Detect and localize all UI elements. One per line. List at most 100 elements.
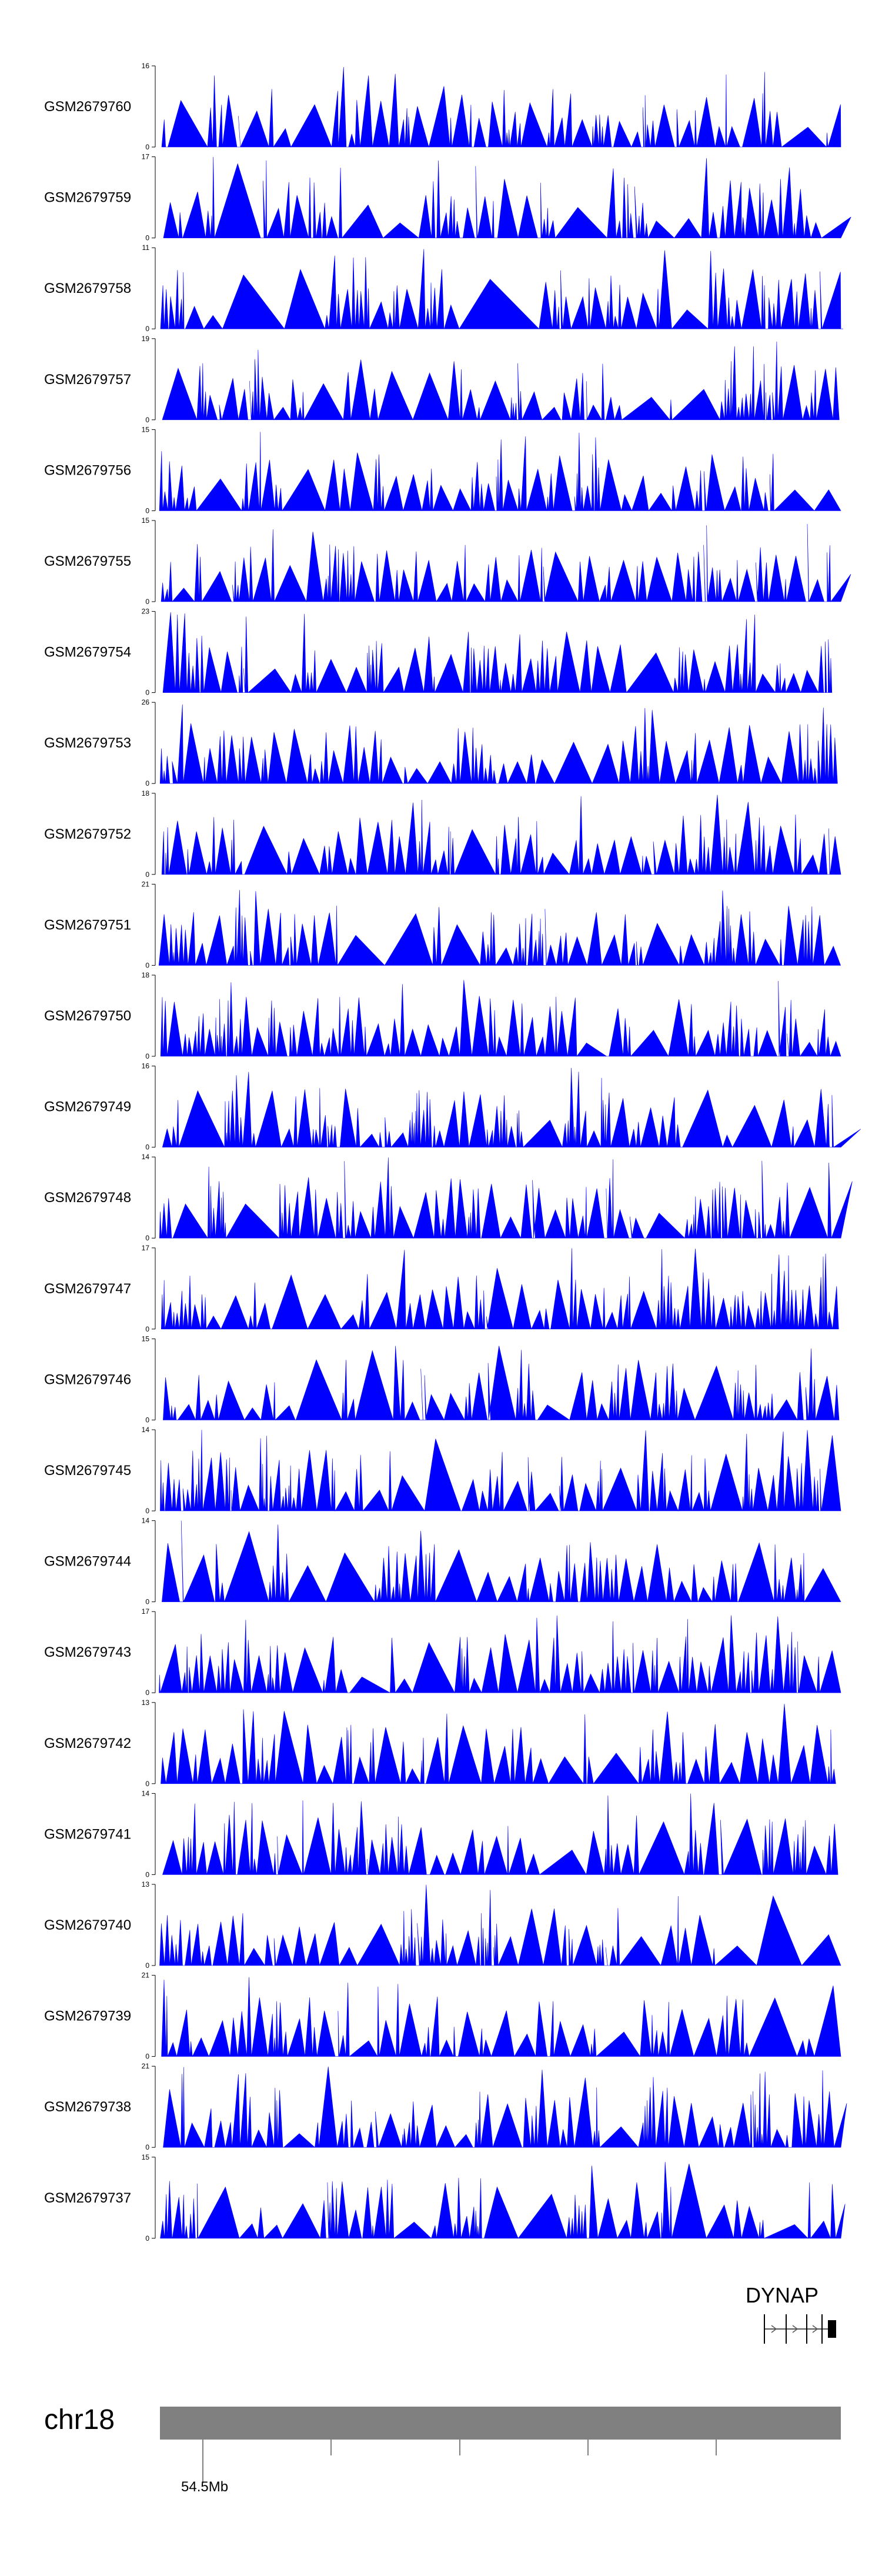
coverage-area xyxy=(159,1615,841,1694)
coverage-area xyxy=(159,1884,841,1967)
y-min-label: 0 xyxy=(145,143,149,151)
track-label: GSM2679755 xyxy=(44,553,131,569)
track-label: GSM2679749 xyxy=(44,1099,131,1115)
y-max-label: 17 xyxy=(142,1244,150,1252)
track: GSM2679759 17 0 xyxy=(44,153,851,242)
y-max-label: 18 xyxy=(142,971,150,979)
coverage-area xyxy=(159,704,838,785)
track: GSM2679744 14 0 xyxy=(44,1517,841,1606)
gene-label: DYNAP xyxy=(746,2283,818,2307)
y-max-label: 19 xyxy=(142,335,150,343)
y-min-label: 0 xyxy=(145,779,149,788)
ideogram: chr18 54.5Mb xyxy=(44,2404,841,2495)
coverage-area xyxy=(162,341,840,421)
y-max-label: 21 xyxy=(142,2062,150,2070)
coverage-area xyxy=(161,523,851,603)
coverage-area xyxy=(159,1157,853,1239)
y-min-label: 0 xyxy=(145,1143,149,1152)
y-min-label: 0 xyxy=(145,234,149,242)
y-min-label: 0 xyxy=(145,1325,149,1333)
y-max-label: 16 xyxy=(142,1062,150,1070)
y-max-label: 14 xyxy=(142,1426,150,1434)
track: GSM2679741 14 0 xyxy=(44,1789,838,1878)
track-label: GSM2679760 xyxy=(44,99,131,115)
chromosome-label: chr18 xyxy=(44,2404,115,2435)
track: GSM2679748 14 0 xyxy=(44,1153,853,1242)
track: GSM2679754 23 0 xyxy=(44,608,833,697)
y-max-label: 26 xyxy=(142,698,150,706)
y-max-label: 21 xyxy=(142,880,150,888)
track-label: GSM2679741 xyxy=(44,1826,131,1842)
y-min-label: 0 xyxy=(145,1689,149,1697)
y-max-label: 14 xyxy=(142,1789,150,1797)
track-label: GSM2679756 xyxy=(44,462,131,478)
strand-arrows xyxy=(771,2325,818,2333)
track-label: GSM2679739 xyxy=(44,2008,131,2024)
track: GSM2679749 16 0 xyxy=(44,1062,861,1152)
track: GSM2679753 26 0 xyxy=(44,698,838,788)
coverage-area xyxy=(161,1704,836,1784)
track: GSM2679751 21 0 xyxy=(44,880,841,969)
y-min-label: 0 xyxy=(145,2143,149,2151)
track-label: GSM2679752 xyxy=(44,826,131,842)
coverage-area xyxy=(161,1248,839,1330)
track: GSM2679737 15 0 xyxy=(44,2153,846,2243)
coverage-area xyxy=(161,66,841,148)
track: GSM2679756 15 0 xyxy=(44,425,841,515)
y-max-label: 17 xyxy=(142,1607,150,1616)
y-min-label: 0 xyxy=(145,2053,149,2061)
y-max-label: 15 xyxy=(142,425,150,433)
y-max-label: 13 xyxy=(142,1880,150,1888)
track-label: GSM2679748 xyxy=(44,1190,131,1206)
coverage-area xyxy=(163,1346,840,1421)
y-min-label: 0 xyxy=(145,961,149,969)
track-label: GSM2679740 xyxy=(44,1917,131,1933)
y-max-label: 14 xyxy=(142,1153,150,1161)
y-min-label: 0 xyxy=(145,1870,149,1878)
track-label: GSM2679754 xyxy=(44,645,131,660)
y-max-label: 15 xyxy=(142,2153,150,2161)
y-min-label: 0 xyxy=(145,1052,149,1060)
track: GSM2679747 17 0 xyxy=(44,1244,839,1333)
track: GSM2679739 21 0 xyxy=(44,1971,841,2061)
y-min-label: 0 xyxy=(145,689,149,697)
track-label: GSM2679745 xyxy=(44,1463,131,1479)
y-min-label: 0 xyxy=(145,1507,149,1515)
y-min-label: 0 xyxy=(145,598,149,606)
coverage-area xyxy=(163,156,851,239)
y-max-label: 11 xyxy=(142,243,150,252)
track-label: GSM2679751 xyxy=(44,917,131,933)
coverage-area xyxy=(160,2161,846,2239)
position-label: 54.5Mb xyxy=(181,2479,228,2495)
track-label: GSM2679744 xyxy=(44,1554,131,1570)
y-max-label: 18 xyxy=(142,789,150,798)
track-label: GSM2679743 xyxy=(44,1644,131,1660)
gene-model: DYNAP xyxy=(746,2283,836,2344)
coverage-area xyxy=(162,1520,841,1603)
track: GSM2679752 18 0 xyxy=(44,789,841,879)
coverage-area xyxy=(163,2066,847,2148)
chromosome-bar xyxy=(160,2407,841,2440)
coverage-area xyxy=(161,795,841,875)
y-min-label: 0 xyxy=(145,1780,149,1788)
coverage-area xyxy=(160,249,843,330)
y-min-label: 0 xyxy=(145,1416,149,1424)
coverage-area xyxy=(162,1793,838,1876)
coverage-area xyxy=(158,890,841,966)
track-label: GSM2679759 xyxy=(44,190,131,206)
gene-exon-thick xyxy=(828,2320,836,2338)
y-min-label: 0 xyxy=(145,416,149,424)
y-min-label: 0 xyxy=(145,325,149,333)
track-label: GSM2679737 xyxy=(44,2190,131,2206)
y-max-label: 17 xyxy=(142,153,150,161)
y-max-label: 23 xyxy=(142,608,150,616)
coverage-area xyxy=(160,980,841,1057)
y-min-label: 0 xyxy=(145,506,149,515)
track: GSM2679742 13 0 xyxy=(44,1699,836,1788)
y-min-label: 0 xyxy=(145,1961,149,1970)
track-label: GSM2679742 xyxy=(44,1736,131,1751)
track: GSM2679755 15 0 xyxy=(44,516,851,606)
y-max-label: 13 xyxy=(142,1699,150,1707)
coverage-area xyxy=(159,432,841,512)
